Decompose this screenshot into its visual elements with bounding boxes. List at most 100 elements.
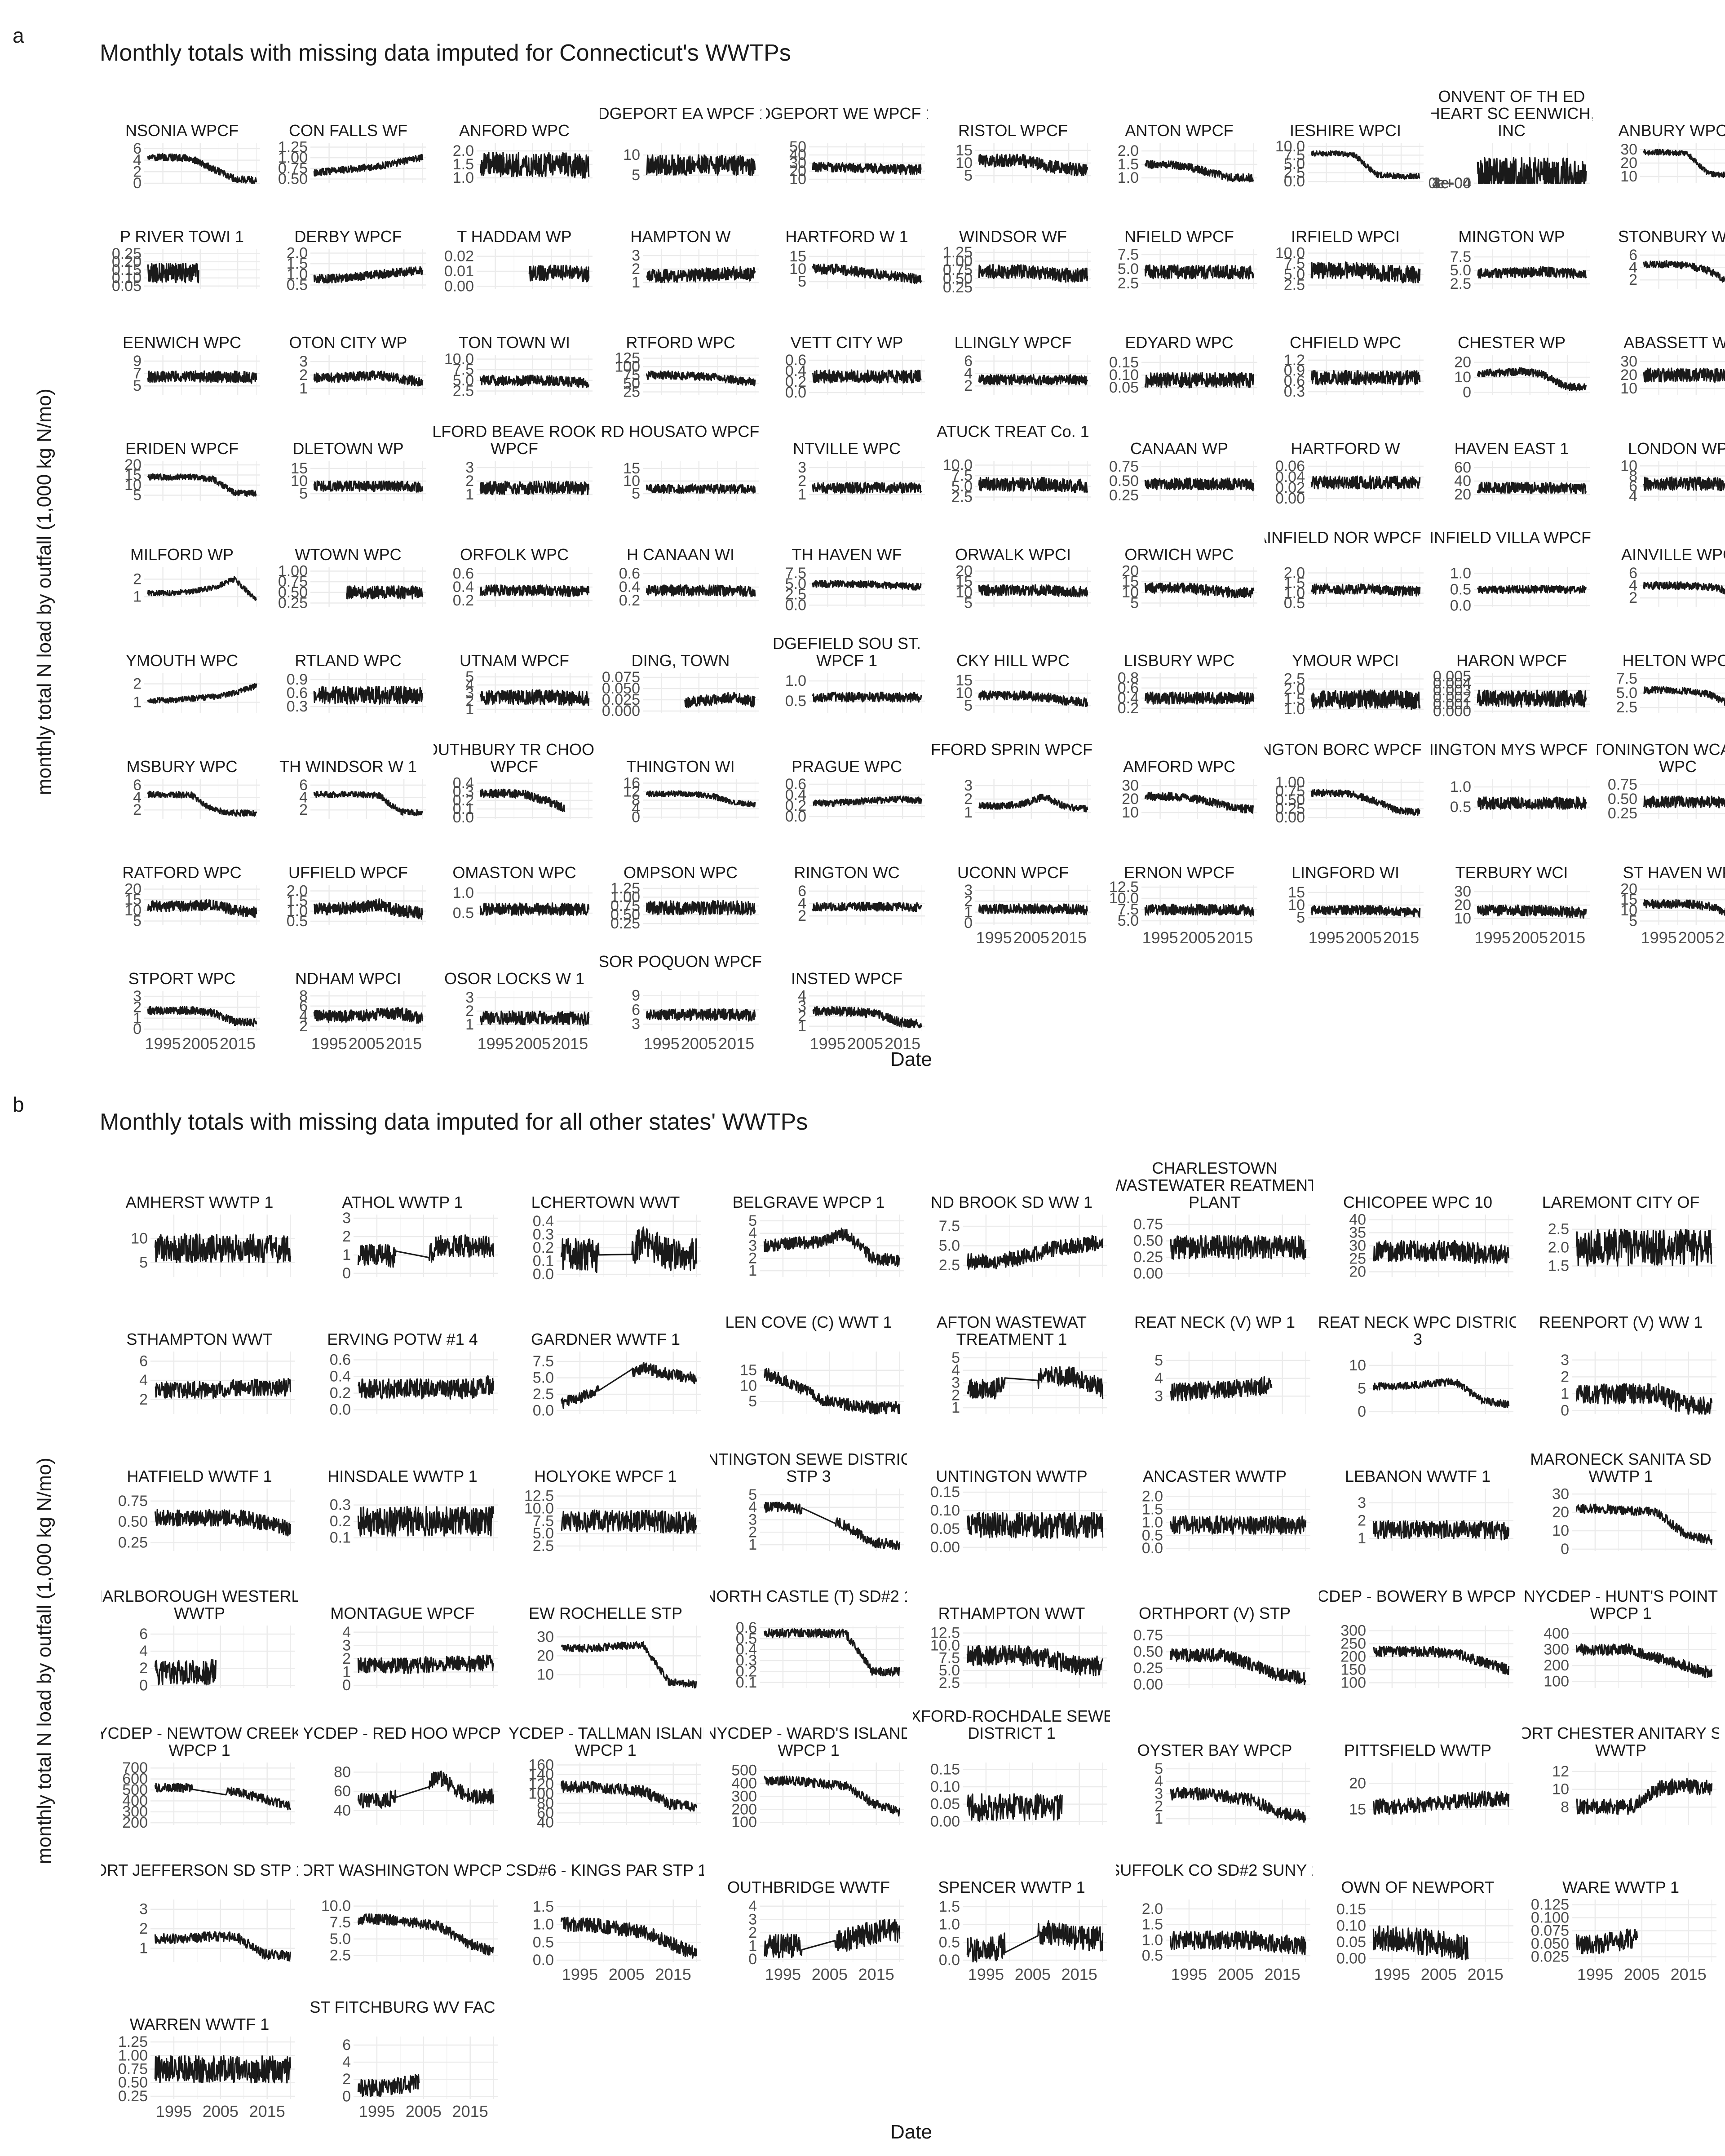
y-tick-label: 5.0 <box>1118 912 1139 929</box>
series-line <box>357 1770 495 1809</box>
facet-panel: HAVEN EAST 1 60 40 20 <box>1431 406 1592 503</box>
facet-panel: NYCDEP - WARD'S ISLAND WPCP 1 500 400 300 20… <box>710 1707 907 1831</box>
y-tick-label: 5.0 <box>939 1237 960 1255</box>
y-tick-label: 10 <box>955 155 973 172</box>
y-tick-label: 5.0 <box>785 575 806 592</box>
facet-strip-label: IRFIELD WPCI <box>1265 194 1426 247</box>
y-tick-label: 10 <box>789 171 806 188</box>
facet-strip-text: T HADDAM WP <box>457 227 572 246</box>
series-line <box>560 1917 698 1959</box>
y-tick-label: 3 <box>964 777 973 794</box>
series-line <box>561 1509 697 1534</box>
facet-plot: 7.55.02.5 <box>1450 248 1590 292</box>
y-tick-label: 4 <box>133 789 142 806</box>
y-tick-label: 120 <box>528 1776 554 1793</box>
y-tick-label: 30 <box>1122 777 1139 794</box>
y-tick-label: 1.5 <box>1284 574 1305 592</box>
series-line <box>1144 582 1255 599</box>
facet-panel: CHFIELD WPC 1.2 0.9 0.6 0.3 <box>1265 300 1426 400</box>
facet-strip-label: OYSTER BAY WPCP <box>1116 1707 1313 1761</box>
y-tick-label: 2.5 <box>939 1257 960 1274</box>
y-tick-label: 0.0 <box>533 1266 554 1283</box>
facet-strip-text: LINGFORD WI <box>1292 863 1399 882</box>
facet-panel: ANTON WPCF 2.0 1.5 1.0 <box>1098 88 1260 186</box>
y-tick-label: 5 <box>133 487 142 504</box>
y-tick-label: 6 <box>299 777 308 794</box>
y-tick-label: 10 <box>1122 584 1139 601</box>
y-tick-label: 0.0 <box>785 808 806 825</box>
series-line <box>1372 1645 1510 1675</box>
gridlines <box>1141 673 1257 713</box>
series-line <box>313 480 424 493</box>
y-tick-label: 2 <box>139 1391 148 1408</box>
series-line <box>966 1511 1104 1539</box>
facet-panel: AMHERST WWTP 1 10 5 <box>101 1159 298 1279</box>
y-tick-label: 3 <box>1561 1352 1569 1369</box>
y-tick-label: 5.0 <box>453 372 474 389</box>
facet-panel: MILFORD WP 2 1 <box>101 512 263 609</box>
facet-strip-label: NSONIA WPCF <box>101 88 263 141</box>
gridlines <box>809 461 925 501</box>
y-tick-label: 2.0 <box>1284 565 1305 582</box>
y-tick-label: 2 <box>133 676 142 693</box>
y-tick-label: 5 <box>951 1349 960 1366</box>
facet-plot: 0.30.20.1 <box>330 1489 498 1551</box>
y-tick-label: 0 <box>342 1265 351 1282</box>
y-tick-label: 1.0 <box>1284 701 1305 718</box>
gridlines <box>1166 1352 1310 1414</box>
y-tick-label: 0.4 <box>619 579 640 596</box>
x-tick-label: 2015 <box>1062 1965 1097 1984</box>
y-tick-label: 2.5 <box>1450 275 1471 292</box>
gridlines <box>1474 885 1590 925</box>
y-tick-label: 0.75 <box>1608 776 1637 793</box>
y-tick-label: 2 <box>299 801 308 818</box>
facet-strip-text: NINGTON MYS WPCF 1 <box>1431 740 1592 759</box>
facet-strip-label: SUFFOLK CO SD#2 SUNY 1 <box>1116 1844 1313 1898</box>
y-tick-label: 20 <box>1620 367 1637 384</box>
series-line <box>313 154 424 177</box>
facet-panel: HELTON WPCI 7.5 5.0 2.5 <box>1597 618 1725 716</box>
facet-panel: TERBURY WCI 30 20 10 1995 2005 2015 <box>1431 830 1592 947</box>
facet-plot: 0.020.010.00 <box>444 248 593 295</box>
x-tick-label: 2005 <box>812 1965 848 1984</box>
y-tick-label: 7.5 <box>1284 255 1305 272</box>
y-tick-label: 2 <box>798 1007 806 1025</box>
y-tick-label: 1e-04 <box>1432 175 1471 192</box>
series-line <box>1144 371 1255 389</box>
y-tick-label: 300 <box>1340 1622 1366 1639</box>
y-tick-label: 5 <box>748 1212 757 1229</box>
facet-panel: GREAT NECK WPC DISTRICT 3 10 5 0 <box>1319 1296 1516 1420</box>
facet-strip-text: CKY HILL WPC <box>956 651 1070 670</box>
y-tick-label: 20 <box>124 456 142 473</box>
x-tick-label: 2015 <box>858 1965 894 1984</box>
facet-strip-text: THINGTON WI <box>626 757 735 776</box>
facet-strip-text: CON FALLS WF <box>288 121 408 140</box>
series-line <box>1144 903 1255 917</box>
y-tick-label: 1 <box>798 486 806 503</box>
facet-strip-text: ANFORD WPC <box>459 121 570 140</box>
facet-strip-text: EW ROCHELLE STP <box>528 1604 683 1622</box>
y-tick-label: 0.50 <box>278 171 308 188</box>
y-tick-label: 7.5 <box>533 1512 554 1529</box>
y-tick-label: 5.0 <box>1284 155 1305 172</box>
facet-strip-text: NDHAM WPCI <box>295 969 401 988</box>
facet-plot: 7.55.02.50.0 <box>785 565 925 614</box>
y-tick-label: 15 <box>124 467 142 484</box>
y-tick-label: 4 <box>748 1499 757 1516</box>
facet-strip-label: LONDON WP <box>1597 406 1725 459</box>
facet-strip-label: DING, TOWN <box>600 618 761 671</box>
series-line <box>1169 1515 1307 1535</box>
y-tick-label: 0.75 <box>1133 1627 1163 1644</box>
facet-strip-label: CKY HILL WPC <box>932 618 1094 671</box>
facet-panel: HOLYOKE WPCF 1 12.5 10.0 7.5 5.0 2.5 <box>507 1433 704 1555</box>
facet-strip-text: PITTSFIELD WWTP <box>1344 1741 1491 1759</box>
facet-strip-text: ORWICH WPC <box>1124 545 1234 564</box>
x-tick-label: 2015 <box>655 1965 691 1984</box>
